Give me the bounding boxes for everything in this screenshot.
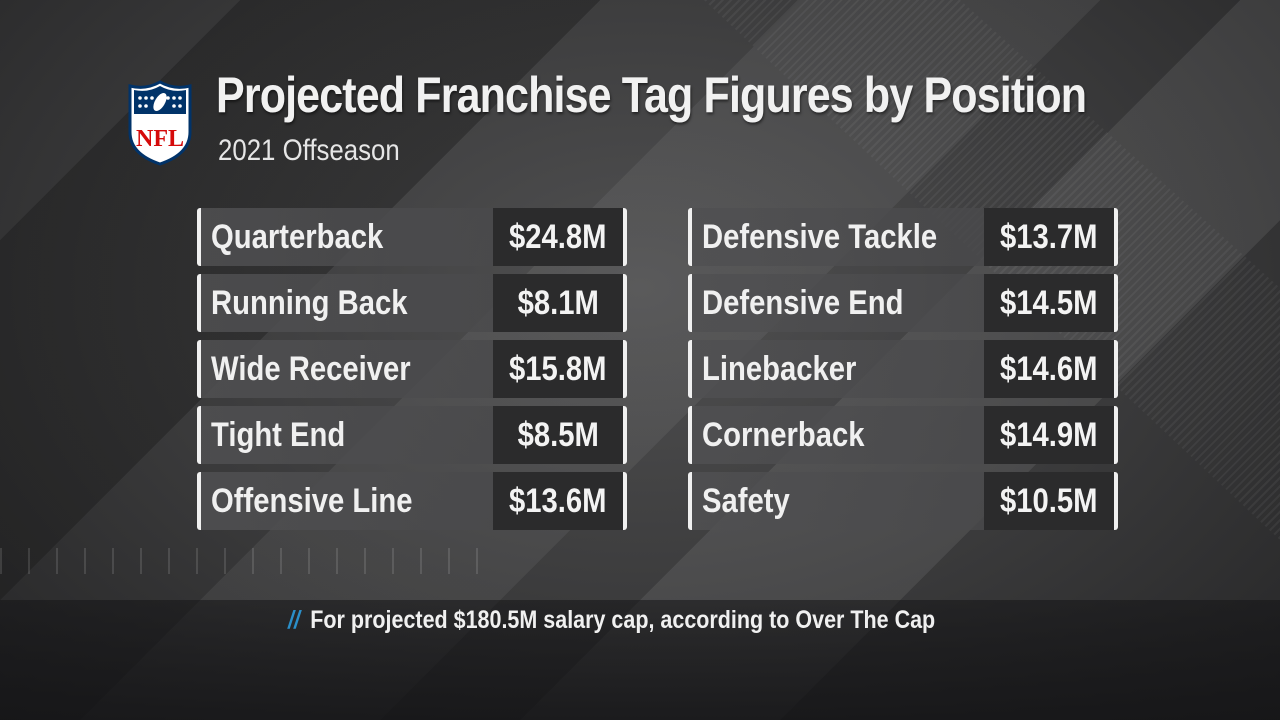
table-row: Defensive Tackle $13.7M: [688, 208, 1118, 266]
table-row: Running Back $8.1M: [197, 274, 627, 332]
tag-value: $10.5M: [984, 472, 1114, 530]
tag-value: $14.9M: [984, 406, 1114, 464]
table-row: Cornerback $14.9M: [688, 406, 1118, 464]
slashes-icon: //: [288, 606, 300, 634]
yard-line-ticks: [0, 548, 480, 574]
offense-column: Quarterback $24.8M Running Back $8.1M Wi…: [197, 208, 627, 538]
tag-value: $24.8M: [493, 208, 623, 266]
tag-value: $14.5M: [984, 274, 1114, 332]
tag-value: $13.7M: [984, 208, 1114, 266]
tag-value: $8.5M: [493, 406, 623, 464]
position-label: Offensive Line: [211, 482, 413, 520]
position-label: Quarterback: [211, 218, 384, 256]
tag-value: $14.6M: [984, 340, 1114, 398]
position-label: Defensive Tackle: [702, 218, 938, 256]
page-subtitle: 2021 Offseason: [218, 134, 400, 167]
nfl-shield-icon: NFL: [128, 80, 192, 166]
table-row: Safety $10.5M: [688, 472, 1118, 530]
defense-column: Defensive Tackle $13.7M Defensive End $1…: [688, 208, 1118, 538]
tag-value: $8.1M: [493, 274, 623, 332]
position-label: Safety: [702, 482, 790, 520]
position-label: Linebacker: [702, 350, 857, 388]
page-title: Projected Franchise Tag Figures by Posit…: [216, 67, 1087, 123]
table-row: Wide Receiver $15.8M: [197, 340, 627, 398]
position-label: Wide Receiver: [211, 350, 411, 388]
position-label: Cornerback: [702, 416, 865, 454]
footnote-text: For projected $180.5M salary cap, accord…: [310, 606, 936, 634]
table-row: Quarterback $24.8M: [197, 208, 627, 266]
footnote: // For projected $180.5M salary cap, acco…: [288, 606, 935, 635]
svg-text:NFL: NFL: [136, 126, 184, 152]
position-label: Running Back: [211, 284, 408, 322]
tag-value: $13.6M: [493, 472, 623, 530]
table-row: Offensive Line $13.6M: [197, 472, 627, 530]
table-row: Defensive End $14.5M: [688, 274, 1118, 332]
table-row: Tight End $8.5M: [197, 406, 627, 464]
position-label: Tight End: [211, 416, 346, 454]
tag-value: $15.8M: [493, 340, 623, 398]
table-row: Linebacker $14.6M: [688, 340, 1118, 398]
footer-band: [0, 600, 1280, 720]
position-label: Defensive End: [702, 284, 904, 322]
